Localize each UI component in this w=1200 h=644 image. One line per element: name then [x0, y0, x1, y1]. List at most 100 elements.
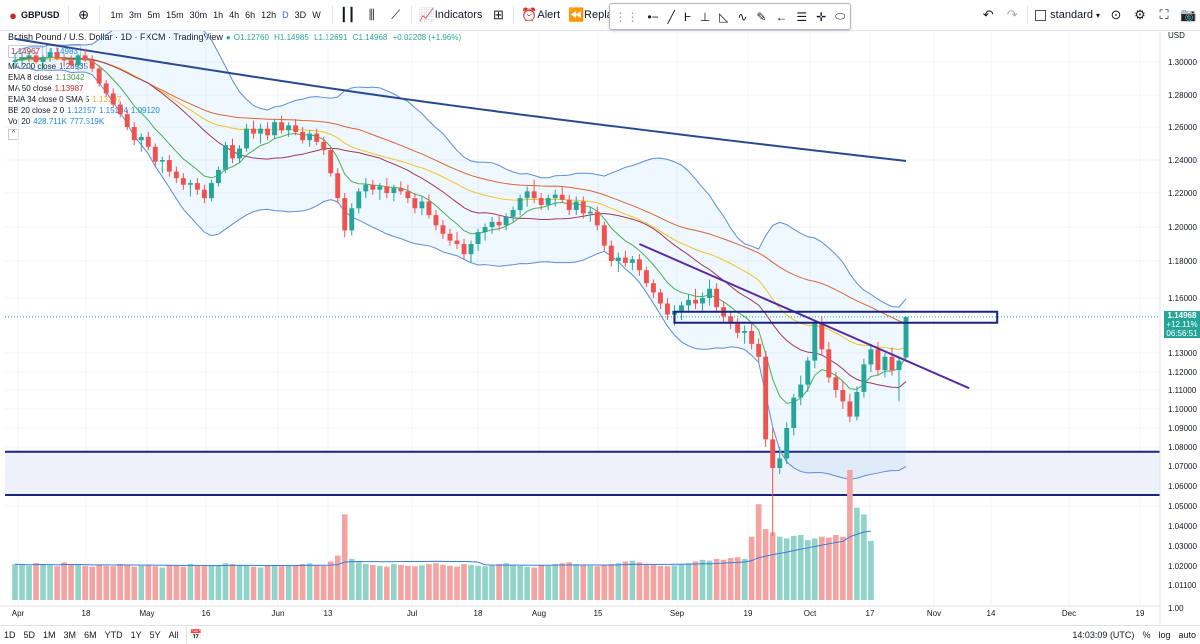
price-tick-label: 1.11000 — [1168, 386, 1197, 395]
ma200-line — [14, 37, 907, 162]
volume-bar — [454, 566, 460, 600]
volume-bar — [804, 540, 811, 600]
layout-checkbox-icon — [1035, 9, 1047, 21]
timeframe-12h[interactable]: 12h — [261, 10, 277, 20]
settings-gear-icon[interactable]: ⚙ — [1134, 7, 1146, 22]
vertical-line-icon[interactable]: ⊥ — [699, 9, 711, 24]
price-tick-label: 1.22000 — [1168, 189, 1197, 198]
fullscreen-icon[interactable]: ⛶ — [1159, 7, 1169, 22]
candle-body — [223, 145, 228, 170]
bid-price[interactable]: 1.14967 — [8, 45, 43, 58]
templates-icon[interactable]: ⊞ — [492, 7, 504, 22]
crosshair-icon[interactable]: ✛ — [816, 9, 827, 24]
candle-body — [826, 349, 832, 378]
indicator-value: 1.23935 — [59, 61, 88, 72]
range-3M[interactable]: 3M — [63, 630, 77, 640]
time-tick-label: 19 — [744, 609, 753, 618]
arrow-left-icon[interactable]: ← — [775, 9, 788, 24]
fib-icon[interactable]: ☰ — [796, 9, 808, 24]
symbol-label: GBPUSD — [21, 10, 60, 20]
clock-time[interactable]: 14:03:09 (UTC) — [1072, 630, 1135, 640]
divider — [331, 6, 333, 24]
price-tick-label: 1.08000 — [1168, 443, 1197, 452]
symbol-search[interactable]: ● GBPUSD — [0, 0, 65, 30]
triangle-pattern-icon[interactable]: ◺ — [719, 9, 729, 24]
candle-body — [180, 178, 186, 185]
drag-handle-icon[interactable]: ⋮⋮ — [614, 9, 639, 24]
layout-select[interactable]: standard ▾ — [1031, 0, 1104, 32]
line-style-icon[interactable]: ⟋ — [391, 7, 401, 22]
indicator-name: MA 50 close — [8, 84, 52, 93]
candle-body — [208, 183, 214, 199]
curve-icon[interactable]: ∿ — [737, 9, 748, 24]
compare-plus-icon[interactable]: ⊕ — [78, 7, 89, 22]
range-5D[interactable]: 5D — [23, 630, 36, 640]
horizontal-lines-icon[interactable]: Ⱶ — [683, 9, 691, 24]
bar-style-icon[interactable]: ┃┃ — [339, 7, 356, 22]
camera-icon[interactable]: 📷 — [1180, 7, 1197, 22]
redo-icon[interactable]: ↷ — [1006, 7, 1018, 22]
indicator-name: MA 200 close — [8, 62, 56, 71]
candle-body — [96, 68, 102, 84]
range-All[interactable]: All — [168, 630, 179, 640]
legend-title[interactable]: British Pound / U.S. Dollar · 1D · FXCM … — [8, 32, 223, 42]
indicator-row[interactable]: Vol 20 428.711K 777.519K — [8, 116, 464, 127]
price-chart[interactable]: USD 1.30000 1.28000 1.26000 1.24000 1.22000 1.… — [0, 31, 1200, 625]
candle-body — [531, 191, 537, 199]
volume-bar — [47, 565, 53, 600]
time-tick-label: 16 — [202, 609, 211, 618]
log-toggle[interactable]: log — [1158, 630, 1171, 640]
price-tick-label: 1.13000 — [1168, 349, 1197, 358]
indicator-row[interactable]: MA 50 close 1.13987 — [8, 83, 464, 94]
candle-body — [454, 240, 460, 244]
timeframe-D[interactable]: D — [282, 10, 289, 20]
range-6M[interactable]: 6M — [84, 630, 97, 640]
candle-body — [847, 401, 853, 417]
timeframe-1h[interactable]: 1h — [213, 10, 224, 20]
indicator-row[interactable]: EMA 34 close 0 SMA 5 1.13207 — [8, 94, 464, 105]
timeframe-15m[interactable]: 15m — [166, 10, 184, 20]
horizontal-ray-icon[interactable]: •− — [647, 9, 659, 24]
range-1D[interactable]: 1D — [4, 630, 16, 640]
candle-body — [342, 198, 348, 231]
timeframe-5m[interactable]: 5m — [147, 10, 161, 20]
percent-toggle[interactable]: % — [1142, 630, 1151, 640]
candle-body — [636, 259, 642, 271]
range-YTD[interactable]: YTD — [104, 630, 123, 640]
volume-bar — [629, 560, 636, 600]
trend-line-icon[interactable]: ╱ — [667, 9, 675, 24]
candle-body — [335, 173, 341, 199]
indicator-row[interactable]: EMA 8 close 1.13042 — [8, 72, 464, 83]
alert-button[interactable]: ⏰ Alert — [517, 0, 564, 32]
candle-body — [117, 104, 123, 115]
range-5Y[interactable]: 5Y — [149, 630, 161, 640]
top-toolbar: ● GBPUSD ⊕ 1m 3m 5m 15m 30m 1h 4h 6h 12h D 3D W ┃┃ … — [0, 0, 1200, 31]
candle-body — [657, 292, 663, 304]
timeframe-W[interactable]: W — [312, 10, 321, 20]
candle-body — [412, 198, 418, 209]
timeframe-4h[interactable]: 4h — [229, 10, 240, 20]
ellipse-icon[interactable]: ⬭ — [835, 9, 846, 23]
quick-search-icon[interactable]: ⊙ — [1110, 7, 1122, 22]
brush-icon[interactable]: ✎ — [756, 9, 767, 24]
indicators-button[interactable]: 📈 Indicators — [415, 0, 487, 32]
timeframe-30m[interactable]: 30m — [189, 10, 208, 20]
range-1M[interactable]: 1M — [43, 630, 56, 640]
volume-bars — [12, 470, 874, 600]
volume-bar — [769, 532, 776, 600]
timeframe-3m[interactable]: 3m — [129, 10, 142, 20]
timeframe-3D[interactable]: 3D — [294, 10, 307, 20]
timeframe-6h[interactable]: 6h — [245, 10, 256, 20]
resistance-box — [673, 310, 999, 324]
volume-bar — [264, 564, 271, 600]
candle-style-icon[interactable]: ⫼ — [368, 7, 375, 22]
auto-toggle[interactable]: auto — [1178, 630, 1196, 640]
volume-bar — [840, 536, 846, 600]
date-range-icon[interactable]: 📅 — [189, 629, 203, 641]
range-1Y[interactable]: 1Y — [130, 630, 142, 640]
undo-icon[interactable]: ↶ — [982, 7, 994, 22]
range-list: 1D 5D 1M 3M 6M YTD 1Y 5Y All — [0, 630, 183, 640]
timeframe-1m[interactable]: 1m — [110, 10, 124, 20]
